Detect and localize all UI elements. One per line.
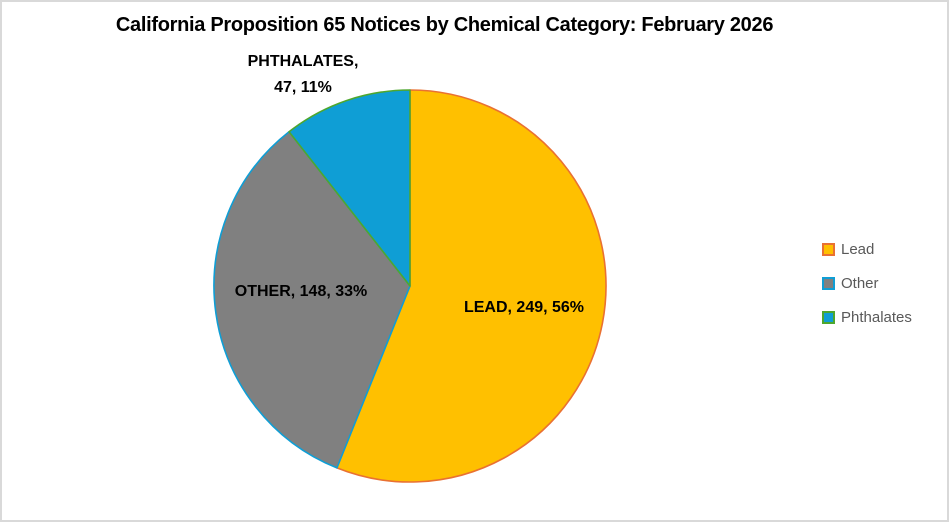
pie-slice-phthalates	[288, 89, 411, 287]
legend-label-lead: Lead	[841, 240, 875, 258]
pie-slice-lead	[336, 89, 607, 483]
legend-item-phthalates: Phthalates	[822, 306, 912, 328]
legend-marker-other	[822, 276, 835, 290]
legend-label-other: Other	[841, 274, 879, 292]
legend-label-phthalates: Phthalates	[841, 308, 912, 326]
legend: Lead Other Phthalates	[822, 238, 912, 328]
pie-slice-other	[213, 130, 411, 469]
legend-item-lead: Lead	[822, 238, 912, 260]
legend-marker-lead	[822, 242, 835, 256]
chart-title: California Proposition 65 Notices by Che…	[115, 14, 774, 36]
legend-item-other: Other	[822, 272, 912, 294]
legend-marker-phthalates	[822, 310, 835, 324]
